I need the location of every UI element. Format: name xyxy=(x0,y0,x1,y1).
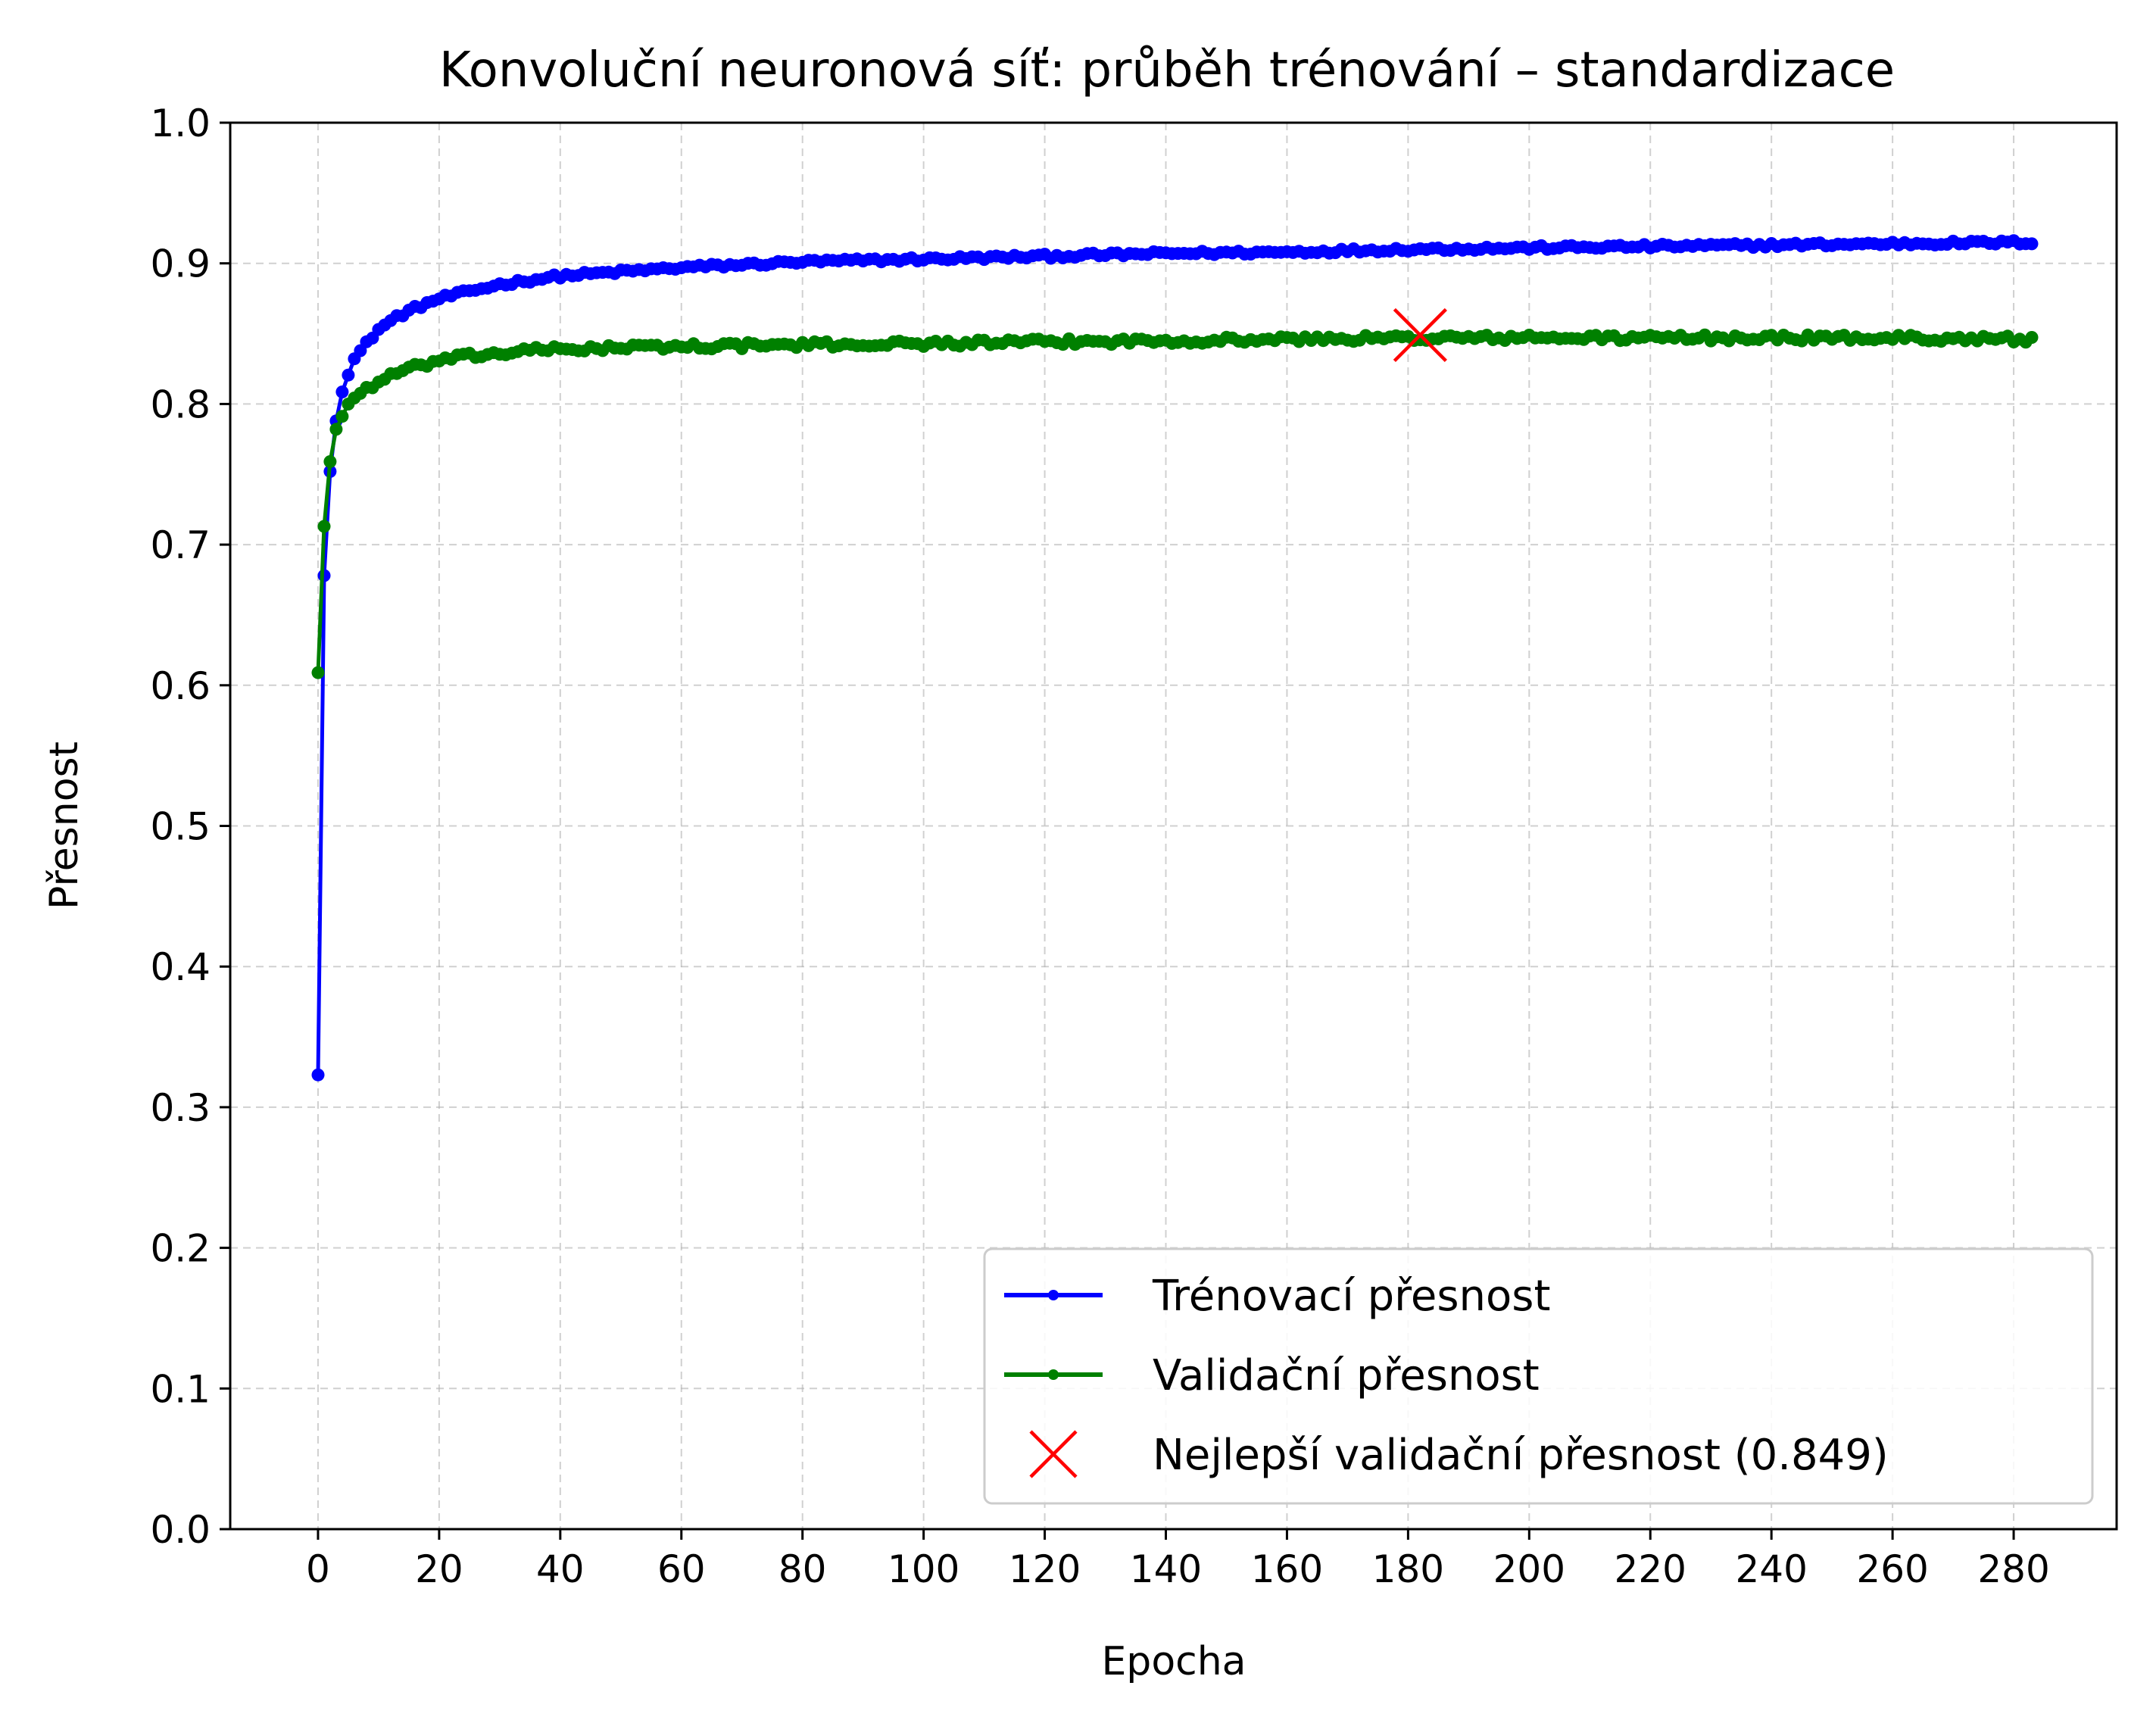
x-tick-label: 80 xyxy=(778,1547,827,1591)
axis-ticks: 0 20 40 60 80 100 120 140 160 180 200 220 240 260 280 0… xyxy=(150,101,2049,1591)
x-tick-label: 40 xyxy=(536,1547,585,1591)
x-tick-label: 60 xyxy=(657,1547,706,1591)
y-axis-label: Přesnost xyxy=(42,741,87,910)
x-tick-label: 200 xyxy=(1493,1547,1565,1591)
x-tick-label: 220 xyxy=(1615,1547,1686,1591)
x-tick-label: 0 xyxy=(306,1547,330,1591)
y-tick-label: 0.0 xyxy=(150,1508,211,1552)
x-tick-label: 120 xyxy=(1009,1547,1081,1591)
x-axis-label: Epocha xyxy=(1101,1639,1246,1684)
y-tick-label: 0.2 xyxy=(150,1227,211,1271)
data-point-val xyxy=(335,410,349,423)
x-tick-label: 100 xyxy=(888,1547,959,1591)
legend-swatch-best-x-marker xyxy=(1029,1430,1078,1478)
legend-label-best: Nejlepší validační přesnost (0.849) xyxy=(1153,1431,1889,1480)
legend-entry-train: Trénovací přesnost xyxy=(1004,1272,1550,1321)
y-tick-label: 0.8 xyxy=(150,382,211,426)
y-tick-label: 0.4 xyxy=(150,945,211,989)
x-tick-label: 240 xyxy=(1735,1547,1807,1591)
y-tick-label: 0.6 xyxy=(150,664,211,708)
series-val xyxy=(311,328,2039,679)
data-point-val xyxy=(317,520,331,533)
data-point-train xyxy=(335,386,349,398)
data-point-train xyxy=(311,1068,325,1082)
series-train xyxy=(311,234,2039,1082)
legend-entry-best: Nejlepší validační přesnost (0.849) xyxy=(1029,1430,1889,1480)
x-tick-label: 260 xyxy=(1856,1547,1928,1591)
y-tick-label: 0.3 xyxy=(150,1086,211,1130)
legend-label-val: Validační přesnost xyxy=(1153,1351,1540,1400)
x-tick-label: 180 xyxy=(1372,1547,1444,1591)
legend-label-train: Trénovací přesnost xyxy=(1152,1272,1550,1321)
data-point-val xyxy=(329,423,343,436)
series-layer xyxy=(311,234,2039,1082)
legend-swatch-val-marker xyxy=(1048,1369,1059,1380)
y-tick-label: 1.0 xyxy=(150,101,211,145)
y-tick-label: 0.5 xyxy=(150,805,211,849)
best-point-x-stroke xyxy=(1393,307,1447,362)
legend-entry-val: Validační přesnost xyxy=(1004,1351,1540,1400)
x-tick-label: 140 xyxy=(1130,1547,1202,1591)
data-point-val xyxy=(2025,331,2039,344)
data-point-val xyxy=(311,666,325,679)
legend-best-x-stroke xyxy=(1029,1430,1078,1478)
legend: Trénovací přesnost Validační přesnost Ne… xyxy=(983,1247,2094,1505)
x-tick-label: 20 xyxy=(415,1547,463,1591)
best-point-marker xyxy=(1393,307,1447,362)
data-point-train xyxy=(2025,237,2039,251)
y-tick-label: 0.9 xyxy=(150,242,211,286)
x-tick-label: 280 xyxy=(1977,1547,2049,1591)
data-point-train xyxy=(342,368,355,382)
legend-box xyxy=(983,1247,2094,1505)
legend-swatch-train-marker xyxy=(1048,1290,1059,1300)
y-tick-label: 0.7 xyxy=(150,523,211,567)
chart-title: Konvoluční neuronová síť: průběh trénová… xyxy=(439,42,1895,98)
y-tick-label: 0.1 xyxy=(150,1367,211,1411)
data-point-val xyxy=(323,455,337,468)
x-tick-label: 160 xyxy=(1251,1547,1323,1591)
